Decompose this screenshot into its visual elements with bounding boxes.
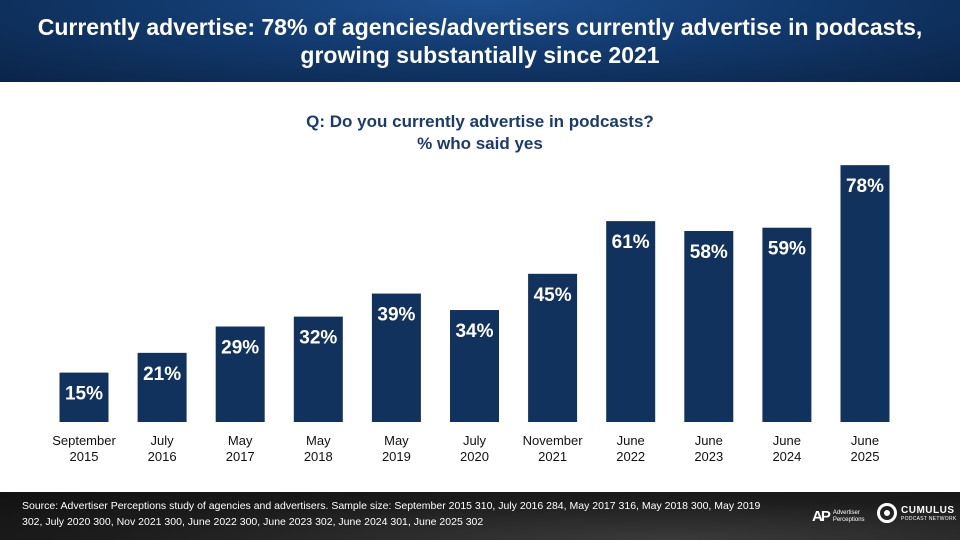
chart-title: Q: Do you currently advertise in podcast… (306, 112, 654, 131)
bar-value-label-0: 15% (65, 384, 103, 405)
x-tick-label-3-1: 2018 (304, 449, 333, 464)
x-tick-label-3-0: May (306, 433, 331, 448)
x-tick-label-4-0: May (384, 433, 409, 448)
bar-value-label-9: 59% (768, 239, 806, 260)
source-note: Source: Advertiser Perceptions study of … (22, 500, 761, 528)
advertiser-perceptions-logo: AP Advertiser Perceptions (812, 508, 869, 525)
x-tick-label-4-1: 2019 (382, 449, 411, 464)
footer: Source: Advertiser Perceptions study of … (0, 492, 960, 540)
bar-value-label-8: 58% (690, 242, 728, 263)
x-tick-label-0-0: September (52, 433, 116, 448)
x-tick-label-0-1: 2015 (70, 449, 99, 464)
bar-value-label-2: 29% (221, 338, 259, 359)
x-tick-label-2-0: May (228, 433, 253, 448)
bar-0 (59, 372, 109, 422)
x-tick-label-7-1: 2022 (616, 449, 645, 464)
x-tick-label-10-0: June (851, 433, 879, 448)
x-tick-label-5-1: 2020 (460, 449, 489, 464)
bar-2 (215, 326, 265, 422)
x-tick-label-9-0: June (773, 433, 801, 448)
page-title: Currently advertise: 78% of agencies/adv… (37, 14, 923, 68)
ap-logo-text: Advertiser Perceptions (832, 509, 865, 523)
bar-3 (293, 316, 343, 422)
cumulus-logo-icon (877, 503, 897, 523)
bar-value-label-4: 39% (377, 305, 415, 326)
x-tick-label-8-0: June (695, 433, 723, 448)
bar-9 (762, 227, 812, 422)
cumulus-logo-name: CUMULUS (901, 504, 955, 516)
x-tick-label-2-1: 2017 (226, 449, 255, 464)
bar-value-label-5: 34% (455, 321, 493, 342)
x-tick-label-8-1: 2023 (694, 449, 723, 464)
x-tick-label-1-0: July (151, 433, 175, 448)
x-tick-label-1-1: 2016 (148, 449, 177, 464)
bar-10 (840, 165, 890, 422)
x-tick-label-6-1: 2021 (538, 449, 567, 464)
bar-6 (528, 273, 578, 422)
bar-1 (137, 352, 187, 422)
bar-7 (606, 221, 656, 422)
x-tick-label-7-0: June (617, 433, 645, 448)
bar-value-label-10: 78% (846, 176, 884, 197)
bar-5 (450, 310, 499, 422)
x-tick-label-9-1: 2024 (772, 449, 801, 464)
bar-8 (684, 231, 734, 422)
cumulus-logo: CUMULUS PODCAST NETWORK (877, 503, 957, 523)
bar-value-label-6: 45% (534, 285, 572, 306)
bar-value-label-1: 21% (143, 364, 181, 385)
bar-value-label-3: 32% (299, 328, 337, 349)
cumulus-logo-sub: PODCAST NETWORK (901, 515, 957, 522)
x-tick-label-5-0: July (463, 433, 487, 448)
bar-value-label-7: 61% (612, 232, 650, 253)
bar-chart: 15%September201521%July201629%May201732%… (52, 165, 890, 464)
header-banner: Currently advertise: 78% of agencies/adv… (0, 0, 960, 82)
ap-logo-mark: AP (812, 508, 831, 525)
bar-4 (371, 293, 421, 422)
chart-subtitle: % who said yes (417, 134, 543, 153)
x-tick-label-10-1: 2025 (851, 449, 880, 464)
x-tick-label-6-0: November (523, 433, 584, 448)
